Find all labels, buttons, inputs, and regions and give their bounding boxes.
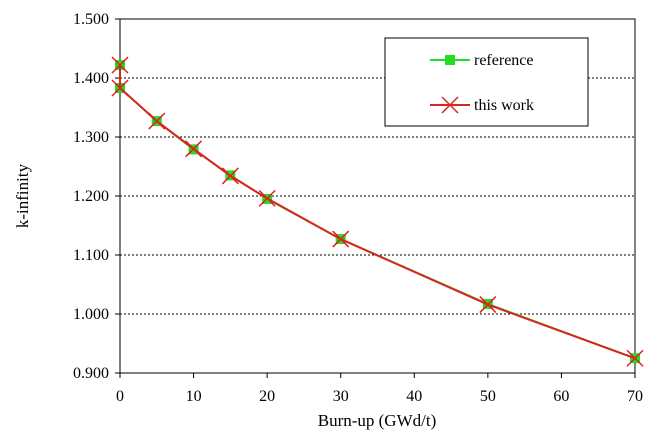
y-tick-label-3: 1.200 [73,188,109,205]
x-axis: 0 10 20 30 40 50 60 70 [116,373,643,405]
series-this-work [111,56,644,367]
legend-x-glyph [441,96,459,114]
x-tick-label-2: 20 [259,388,275,405]
point-1-1 [111,79,129,97]
legend-label-this-work: this work [474,97,534,114]
legend-box [384,37,589,127]
point-1-2 [148,112,166,130]
point-1-6 [332,230,350,248]
point-1-3 [185,140,203,158]
point-1-8 [626,349,644,367]
y-axis: 0.900 1.000 1.100 1.200 1.300 1.400 1.500 [73,11,120,382]
y-tick-label-1: 1.000 [73,306,109,323]
legend: reference this work [384,37,589,127]
point-1-4 [221,167,239,185]
legend-marker-this-work [441,96,459,114]
series-layer [111,56,644,367]
y-tick-label-6: 1.500 [73,11,109,28]
x-axis-title: Burn-up (GWd/t) [318,411,437,430]
x-tick-label-4: 40 [406,388,422,405]
x-tick-label-6: 60 [553,388,569,405]
y-axis-title: k-infinity [13,163,32,228]
x-tick-label-7: 70 [627,388,643,405]
y-tick-label-4: 1.300 [73,129,109,146]
legend-label-reference: reference [474,52,534,69]
x-tick-label-3: 30 [333,388,349,405]
point-1-5 [258,189,276,207]
y-tick-label-5: 1.400 [73,70,109,87]
x-tick-label-1: 10 [186,388,202,405]
x-tick-label-0: 0 [116,388,124,405]
y-tick-label-0: 0.900 [73,365,109,382]
point-1-7 [479,296,497,314]
legend-marker-reference [445,55,455,65]
y-tick-label-2: 1.100 [73,247,109,264]
point-1-0 [111,56,129,74]
x-tick-label-5: 50 [480,388,496,405]
